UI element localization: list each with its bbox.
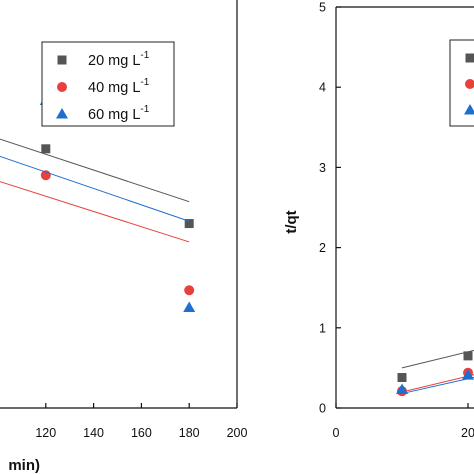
- legend-label-superscript: -1: [140, 104, 149, 115]
- left-fit-line-series-1: [0, 138, 190, 203]
- right-fit-line-series-3: [401, 376, 474, 395]
- right-data-point-series-3: [396, 383, 408, 395]
- left-data-point-series-2: [184, 285, 195, 296]
- legend-marker-series-1: [57, 55, 67, 65]
- legend-label-series-1: 20 mg L-1: [88, 50, 150, 69]
- right-x-tick-label: 0: [333, 426, 340, 440]
- left-data-point-series-1: [41, 144, 51, 154]
- right-legend: [449, 39, 474, 127]
- left-x-axis-title: min): [8, 457, 40, 474]
- right-y-tick-label: 2: [319, 241, 326, 255]
- right-legend-marker-series-2: [465, 79, 474, 89]
- left-fit-line-series-3: [0, 155, 190, 222]
- legend-label-series-2: 40 mg L-1: [88, 77, 150, 96]
- left-x-tick-label: 180: [179, 426, 200, 440]
- left-x-tick-label: 200: [227, 426, 248, 440]
- legend-marker-series-3: [56, 108, 68, 119]
- right-y-tick-label: 4: [319, 81, 326, 95]
- left-x-tick-label: 160: [131, 426, 152, 440]
- right-x-tick-label: 20: [461, 426, 474, 440]
- right-chart-panel: 0123450204060t/qt: [283, 1, 474, 440]
- legend-label-series-3: 60 mg L-1: [88, 104, 150, 123]
- left-x-tick-label: 140: [83, 426, 104, 440]
- right-fit-line-series-2: [401, 374, 474, 393]
- right-legend-marker-series-3: [464, 104, 474, 115]
- left-data-point-series-3: [183, 301, 196, 312]
- right-legend-marker-series-1: [465, 53, 474, 63]
- right-y-tick-label: 0: [319, 402, 326, 416]
- left-x-tick-label: 120: [35, 426, 56, 440]
- right-plot-area: [396, 349, 474, 397]
- left-fit-line-series-2: [0, 181, 190, 243]
- left-plot-area: [0, 94, 196, 312]
- left-data-point-series-1: [184, 219, 194, 229]
- left-legend: 20 mg L-1 40 mg L-1 60 mg L-1: [41, 41, 175, 127]
- right-data-point-series-1: [463, 351, 473, 361]
- right-y-axis-title: t/qt: [283, 210, 300, 233]
- right-y-tick-label: 3: [319, 161, 326, 175]
- right-y-tick-label: 5: [319, 1, 326, 15]
- legend-label-superscript: -1: [140, 77, 149, 88]
- right-data-point-series-1: [397, 373, 407, 383]
- legend-marker-series-2: [57, 82, 67, 92]
- legend-label-superscript: -1: [140, 50, 149, 61]
- right-data-point-series-3: [462, 369, 474, 380]
- right-y-tick-label: 1: [319, 321, 326, 335]
- left-chart-panel: 120 140 160 180 200 min) 20 mg L-1 40 mg L-1 60 …: [0, 0, 247, 474]
- right-fit-line-series-1: [401, 349, 474, 369]
